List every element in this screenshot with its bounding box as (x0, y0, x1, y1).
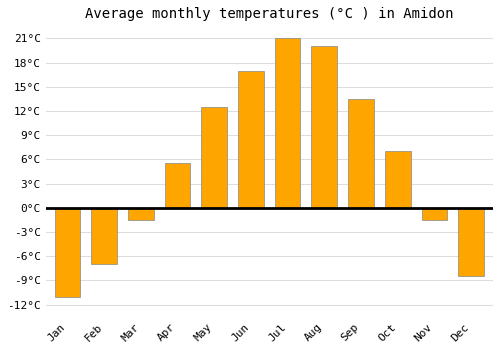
Bar (238, 71, 264, 208)
Bar (54, 208, 80, 297)
Bar (312, 47, 337, 208)
Bar (275, 38, 300, 208)
Title: Average monthly temperatures (°C ) in Amidon: Average monthly temperatures (°C ) in Am… (85, 7, 454, 21)
Bar (128, 208, 154, 220)
Bar (422, 208, 447, 220)
Bar (165, 163, 190, 208)
Bar (92, 208, 117, 264)
Bar (458, 208, 484, 276)
Bar (385, 151, 410, 208)
Bar (202, 107, 227, 208)
Bar (348, 99, 374, 208)
